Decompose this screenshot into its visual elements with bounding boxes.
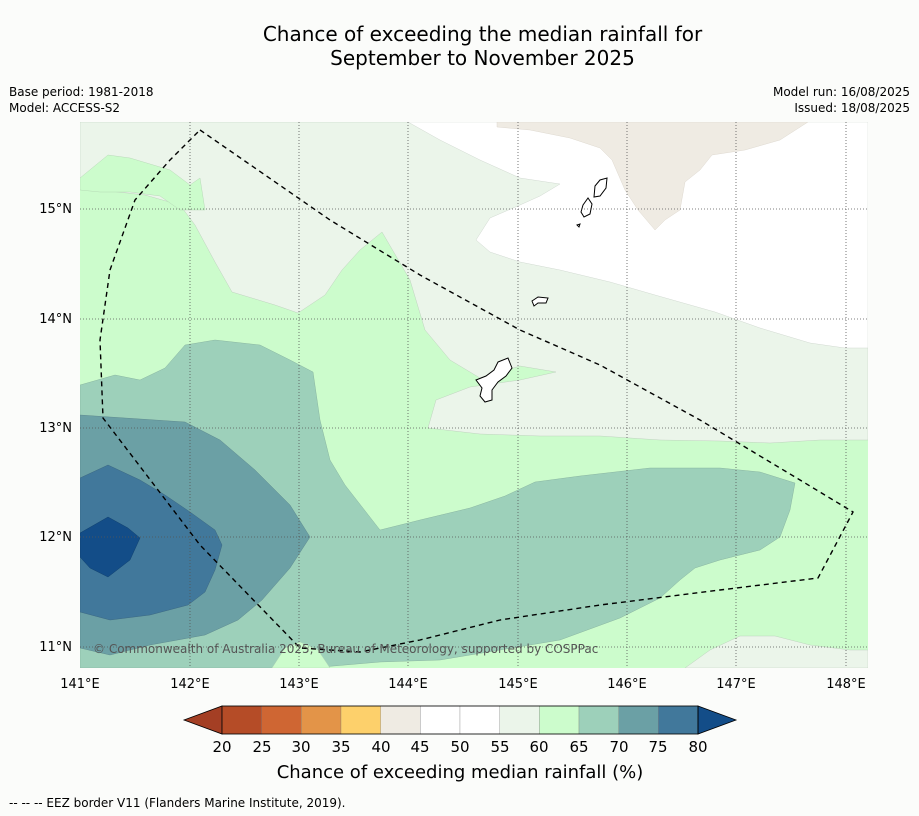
lat-label: 11°N [39,640,72,655]
model-name: Model: ACCESS-S2 [9,101,121,115]
title-line-2: September to November 2025 [330,46,635,70]
colorbar-tick: 30 [291,738,310,756]
contour-40-45 [496,122,809,231]
colorbar-segment [459,705,500,735]
colorbar-tick: 50 [450,738,469,756]
colorbar-segment [420,705,461,735]
colorbar-segment [380,705,421,735]
lon-label: 148°E [826,677,866,692]
title-line-1: Chance of exceeding the median rainfall … [262,22,703,46]
lat-labels: 15°N 14°N 13°N 12°N 11°N [39,202,72,655]
colorbar-segment [658,705,699,735]
colorbar-tick: 20 [212,738,231,756]
copyright-text: © Commonwealth of Australia 2025, Bureau… [93,642,598,656]
island-guam [475,357,513,403]
lat-label: 15°N [39,202,72,217]
lon-label: 143°E [279,677,319,692]
colorbar-tick: 45 [410,738,429,756]
lon-label: 141°E [60,677,100,692]
chart-title: Chance of exceeding the median rainfall … [0,22,919,70]
lat-label: 13°N [39,421,72,436]
base-period: Base period: 1981-2018 [9,85,154,99]
colorbar-tick: 65 [569,738,588,756]
graticule [80,122,868,668]
map-panel: © Commonwealth of Australia 2025, Bureau… [80,122,868,668]
colorbar-min-arrow [182,705,223,735]
colorbar-label: Chance of exceeding median rainfall (%) [277,762,644,783]
colorbar-segment [578,705,619,735]
colorbar-tick: 40 [371,738,390,756]
eez-border [99,129,854,653]
colorbar-tick: 80 [688,738,707,756]
meta-left: Base period: 1981-2018 Model: ACCESS-S2 [9,84,154,116]
colorbar-frame [221,705,699,735]
island-rota [531,296,549,307]
colorbar-max-arrow [697,705,738,735]
colorbar-tick: 25 [252,738,271,756]
meta-right: Model run: 16/08/2025 Issued: 18/08/2025 [773,84,910,116]
model-run: Model run: 16/08/2025 [772,85,910,99]
island-aguijan [576,223,581,228]
lon-label: 142°E [170,677,210,692]
contour-55-60-south-east [684,635,868,668]
lat-label: 14°N [39,312,72,327]
colorbar-segment [499,705,540,735]
contour-60-65-north-west [80,154,206,211]
colorbar-tick: 35 [331,738,350,756]
colorbar: 20 25 30 35 40 45 50 55 60 65 70 75 80 C… [182,705,738,783]
islands [475,177,608,403]
footnote: -- -- -- EEZ border V11 (Flanders Marine… [9,796,346,810]
lon-label: 147°E [716,677,756,692]
colorbar-tick: 60 [529,738,548,756]
colorbar-segment [301,705,342,735]
colorbar-segment [618,705,659,735]
colorbar-tick: 70 [609,738,628,756]
colorbar-ticks: 20 25 30 35 40 45 50 55 60 65 70 75 80 [212,738,707,756]
contour-50-55 [407,122,868,349]
issued-date: Issued: 18/08/2025 [794,101,910,115]
colorbar-segments [221,705,699,735]
colorbar-tick: 55 [490,738,509,756]
colorbar-segment [221,705,262,735]
island-saipan [593,177,608,198]
lat-label: 12°N [39,530,72,545]
colorbar-tick: 75 [648,738,667,756]
colorbar-segment [340,705,381,735]
lon-labels: 141°E 142°E 143°E 144°E 145°E 146°E 147°… [60,677,866,692]
contour-60-65-south [271,641,331,668]
contour-80-plus [80,516,141,578]
lon-label: 144°E [388,677,428,692]
lon-label: 146°E [607,677,647,692]
island-tinian [580,197,593,218]
lon-label: 145°E [498,677,538,692]
colorbar-segment [261,705,302,735]
contour-75-80 [80,464,223,621]
colorbar-segment [539,705,580,735]
